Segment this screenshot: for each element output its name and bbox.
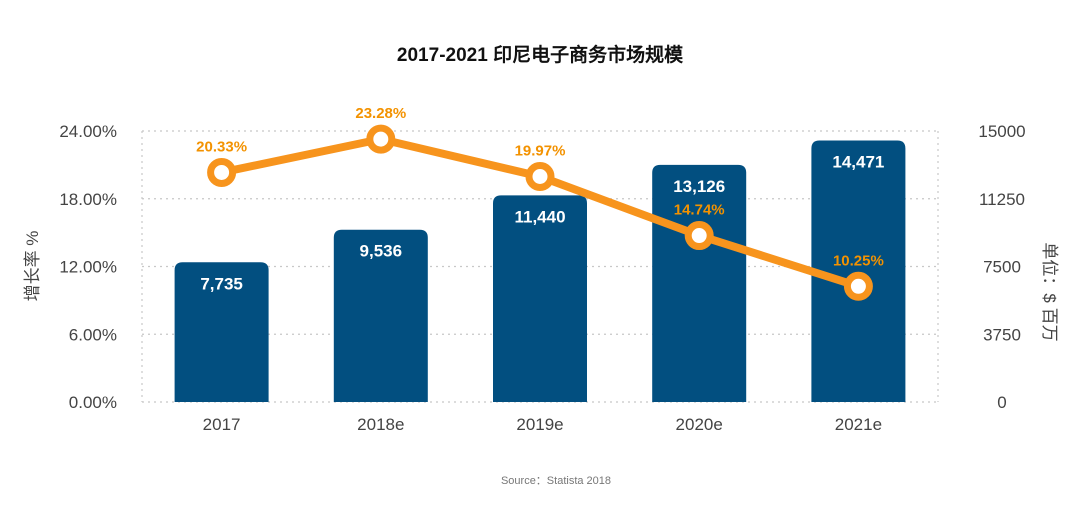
left-tick-label: 24.00% (59, 122, 117, 141)
growth-point (684, 221, 714, 251)
left-axis-label: 增长率 % (23, 231, 42, 302)
x-tick-label: 2018e (357, 415, 404, 434)
x-axis-ticks: 2017 2018e 2019e 2020e 2021e (203, 415, 882, 434)
bar (811, 140, 906, 403)
x-tick-label: 2017 (203, 415, 241, 434)
bar-value-label: 9,536 (360, 242, 403, 261)
growth-value-label: 10.25% (833, 252, 884, 269)
growth-value-label: 20.33% (196, 138, 247, 155)
left-axis-ticks: 24.00% 18.00% 12.00% 6.00% 0.00% (59, 122, 117, 412)
source-note: Source：Statista 2018 (501, 475, 611, 487)
bar-value-label: 11,440 (514, 207, 565, 226)
left-tick-label: 12.00% (59, 258, 117, 277)
left-tick-label: 0.00% (69, 393, 117, 412)
right-tick-label: 15000 (978, 122, 1025, 141)
growth-point (843, 271, 873, 301)
growth-point (207, 157, 237, 187)
growth-line-series: 20.33% 23.28% 19.97% 14.74% 10.25% (196, 105, 884, 301)
x-tick-label: 2019e (516, 415, 563, 434)
x-tick-label: 2020e (676, 415, 723, 434)
bar-value-label: 13,126 (673, 177, 725, 196)
left-tick-label: 6.00% (69, 325, 117, 344)
bar-value-label: 14,471 (832, 153, 884, 172)
bar (493, 195, 587, 402)
right-tick-label: 3750 (983, 325, 1021, 344)
chart-title: 2017-2021 印尼电子商务市场规模 (397, 43, 684, 66)
right-tick-label: 7500 (983, 258, 1021, 277)
right-tick-label: 11250 (979, 190, 1025, 209)
growth-point (366, 124, 396, 154)
right-tick-label: 0 (997, 393, 1006, 412)
growth-value-label: 19.97% (515, 143, 566, 160)
right-axis-label: 单位：$ 百万 (1040, 242, 1059, 341)
bar (174, 262, 269, 402)
x-tick-label: 2021e (835, 415, 882, 434)
growth-point (525, 162, 555, 192)
growth-value-label: 23.28% (355, 105, 406, 122)
bar-value-label: 7,735 (200, 274, 243, 293)
growth-value-label: 14.74% (674, 202, 725, 219)
left-tick-label: 18.00% (59, 190, 117, 209)
bar (652, 164, 747, 402)
right-axis-ticks: 15000 11250 7500 3750 0 (978, 122, 1025, 412)
bar (333, 229, 428, 402)
